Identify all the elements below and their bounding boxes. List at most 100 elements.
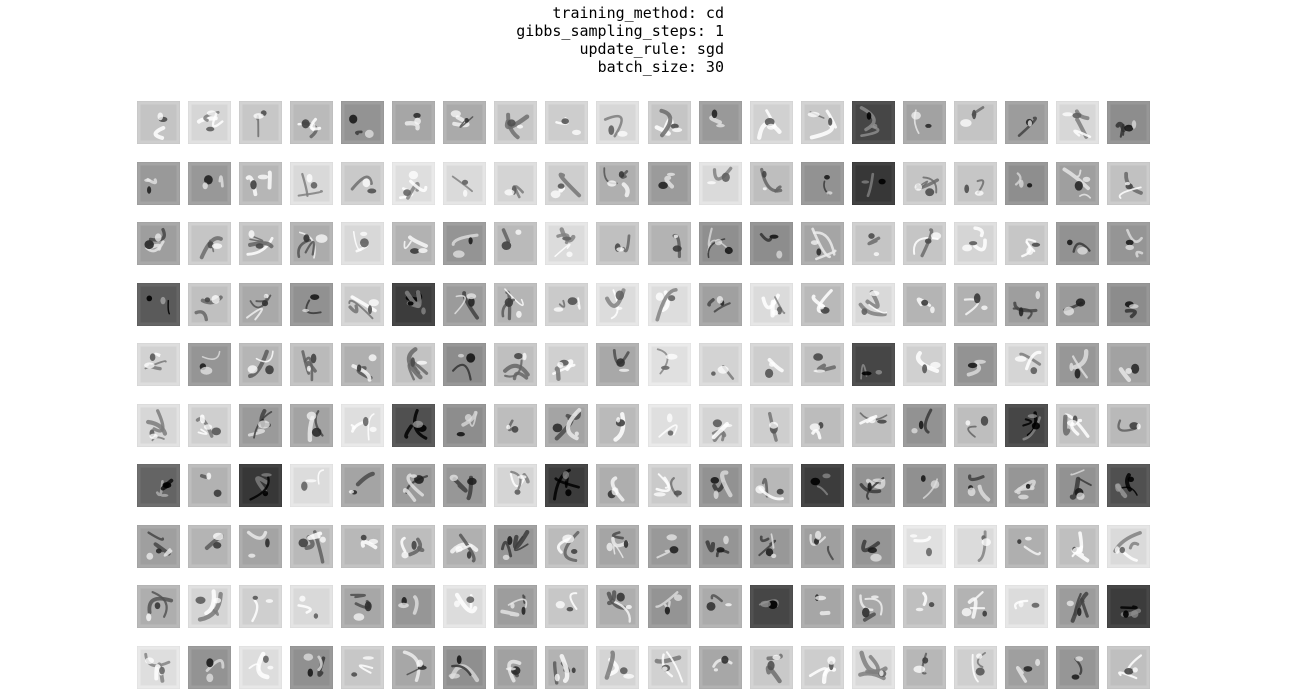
update-rule-line: update_rule: sgd xyxy=(579,40,725,58)
weight-filter-tile-r2-c1 xyxy=(137,162,180,205)
weight-filter-tile-r3-c12 xyxy=(699,222,742,265)
weight-filter-tile-r2-c10 xyxy=(596,162,639,205)
weight-filter-tile-r9-c14 xyxy=(801,585,844,628)
weight-filter-tile-r4-c17 xyxy=(954,283,997,326)
weight-filter-tile-r7-c17 xyxy=(954,464,997,507)
weight-filter-tile-r4-c10 xyxy=(596,283,639,326)
weight-filter-tile-r3-c8 xyxy=(494,222,537,265)
weight-filter-tile-r6-c3 xyxy=(239,404,282,447)
weight-filter-tile-r6-c4 xyxy=(290,404,333,447)
weight-filter-tile-r6-c17 xyxy=(954,404,997,447)
weight-filter-tile-r1-c19 xyxy=(1056,101,1099,144)
weight-filter-tile-r2-c19 xyxy=(1056,162,1099,205)
weight-filter-tile-r1-c1 xyxy=(137,101,180,144)
weight-filter-tile-r5-c8 xyxy=(494,343,537,386)
weight-filter-tile-r2-c18 xyxy=(1005,162,1048,205)
weight-filter-tile-r6-c2 xyxy=(188,404,231,447)
weight-filter-tile-r2-c15 xyxy=(852,162,895,205)
weight-filter-tile-r7-c2 xyxy=(188,464,231,507)
weight-filter-tile-r9-c12 xyxy=(699,585,742,628)
weight-filter-tile-r8-c11 xyxy=(648,525,691,568)
weight-filter-tile-r4-c19 xyxy=(1056,283,1099,326)
weight-filter-tile-r9-c18 xyxy=(1005,585,1048,628)
weight-filter-tile-r6-c1 xyxy=(137,404,180,447)
weight-filter-tile-r2-c14 xyxy=(801,162,844,205)
weight-filter-tile-r7-c5 xyxy=(341,464,384,507)
weight-filter-tile-r4-c5 xyxy=(341,283,384,326)
weight-filter-tile-r7-c8 xyxy=(494,464,537,507)
weight-filter-tile-r4-c4 xyxy=(290,283,333,326)
weight-filter-tile-r2-c4 xyxy=(290,162,333,205)
weight-filter-tile-r7-c10 xyxy=(596,464,639,507)
weight-filter-tile-r6-c7 xyxy=(443,404,486,447)
weight-filter-tile-r2-c11 xyxy=(648,162,691,205)
weight-filter-tile-r3-c16 xyxy=(903,222,946,265)
hyperparameter-header: training_method: cd gibbs_sampling_steps… xyxy=(0,4,724,76)
weight-filter-tile-r5-c1 xyxy=(137,343,180,386)
weight-filter-tile-r7-c15 xyxy=(852,464,895,507)
weight-filter-tile-r10-c3 xyxy=(239,646,282,689)
weight-filter-tile-r5-c17 xyxy=(954,343,997,386)
weight-filter-tile-r9-c4 xyxy=(290,585,333,628)
weight-filter-tile-r6-c6 xyxy=(392,404,435,447)
weight-filter-tile-r6-c20 xyxy=(1107,404,1150,447)
weight-filter-tile-r1-c4 xyxy=(290,101,333,144)
weight-filter-tile-r3-c10 xyxy=(596,222,639,265)
weight-filter-tile-r3-c9 xyxy=(545,222,588,265)
weight-filter-tile-r9-c16 xyxy=(903,585,946,628)
weight-filter-tile-r5-c9 xyxy=(545,343,588,386)
weight-filter-tile-r5-c13 xyxy=(750,343,793,386)
weight-filter-tile-r6-c11 xyxy=(648,404,691,447)
weight-filter-tile-r7-c11 xyxy=(648,464,691,507)
weight-filter-tile-r8-c8 xyxy=(494,525,537,568)
weight-filter-tile-r6-c10 xyxy=(596,404,639,447)
training-method-line: training_method: cd xyxy=(552,4,724,22)
weight-filter-tile-r3-c1 xyxy=(137,222,180,265)
weight-filter-tile-r10-c13 xyxy=(750,646,793,689)
weight-filter-tile-r8-c9 xyxy=(545,525,588,568)
weight-filter-tile-r6-c18 xyxy=(1005,404,1048,447)
weight-filter-tile-r3-c3 xyxy=(239,222,282,265)
weight-filter-tile-r7-c7 xyxy=(443,464,486,507)
weight-filter-tile-r7-c12 xyxy=(699,464,742,507)
gibbs-sampling-steps-line: gibbs_sampling_steps: 1 xyxy=(516,22,724,40)
weight-filter-tile-r10-c5 xyxy=(341,646,384,689)
weight-filter-tile-r3-c14 xyxy=(801,222,844,265)
weight-filter-tile-r4-c16 xyxy=(903,283,946,326)
weight-filter-tile-r8-c16 xyxy=(903,525,946,568)
weight-filter-tile-r9-c9 xyxy=(545,585,588,628)
weight-filter-tile-r1-c20 xyxy=(1107,101,1150,144)
weight-filter-tile-r9-c6 xyxy=(392,585,435,628)
weight-filter-tile-r10-c6 xyxy=(392,646,435,689)
weight-filter-tile-r2-c13 xyxy=(750,162,793,205)
weight-filter-tile-r8-c10 xyxy=(596,525,639,568)
weight-filter-tile-r3-c17 xyxy=(954,222,997,265)
weight-filter-tile-r6-c8 xyxy=(494,404,537,447)
weight-filter-tile-r1-c8 xyxy=(494,101,537,144)
weight-filter-tile-r8-c15 xyxy=(852,525,895,568)
weight-filter-tile-r4-c1 xyxy=(137,283,180,326)
weight-filter-tile-r8-c20 xyxy=(1107,525,1150,568)
weight-filter-tile-r7-c19 xyxy=(1056,464,1099,507)
weight-filter-tile-r10-c9 xyxy=(545,646,588,689)
weight-filter-tile-r6-c16 xyxy=(903,404,946,447)
weight-filter-tile-r1-c3 xyxy=(239,101,282,144)
weight-filter-tile-r3-c6 xyxy=(392,222,435,265)
weight-filter-tile-r5-c6 xyxy=(392,343,435,386)
weight-filter-tile-r10-c1 xyxy=(137,646,180,689)
weight-filter-tile-r7-c6 xyxy=(392,464,435,507)
weight-filter-tile-r5-c12 xyxy=(699,343,742,386)
weight-filter-tile-r4-c9 xyxy=(545,283,588,326)
weight-filter-tile-r9-c20 xyxy=(1107,585,1150,628)
weight-filter-tile-r10-c7 xyxy=(443,646,486,689)
weight-filter-tile-r5-c4 xyxy=(290,343,333,386)
weight-filter-tile-r8-c12 xyxy=(699,525,742,568)
weight-filter-tile-r9-c15 xyxy=(852,585,895,628)
weight-filter-tile-r3-c19 xyxy=(1056,222,1099,265)
weight-filter-tile-r4-c18 xyxy=(1005,283,1048,326)
weight-filter-tile-r4-c8 xyxy=(494,283,537,326)
weight-filter-tile-r8-c3 xyxy=(239,525,282,568)
weight-filter-tile-r1-c2 xyxy=(188,101,231,144)
weight-filter-tile-r7-c18 xyxy=(1005,464,1048,507)
weight-filter-tile-r9-c19 xyxy=(1056,585,1099,628)
